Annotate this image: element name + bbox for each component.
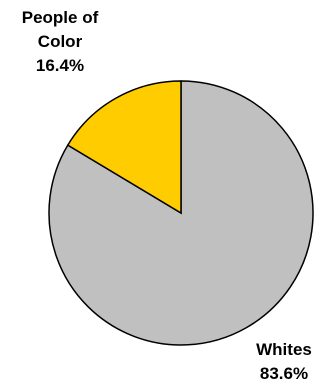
pie-slices bbox=[48, 80, 314, 346]
slice-label-people-of-color: People of Color 16.4% bbox=[0, 6, 120, 78]
slice-label-whites: Whites 83.6% bbox=[244, 338, 324, 386]
slice-label-people-of-color-line2: Color bbox=[37, 32, 83, 51]
slice-value-whites: 83.6% bbox=[259, 364, 309, 383]
pie-slice-people-of-color bbox=[66, 80, 182, 215]
slice-label-whites-line1: Whites bbox=[256, 340, 312, 359]
slice-value-people-of-color: 16.4% bbox=[35, 56, 85, 75]
slice-label-people-of-color-line1: People of bbox=[21, 8, 99, 27]
